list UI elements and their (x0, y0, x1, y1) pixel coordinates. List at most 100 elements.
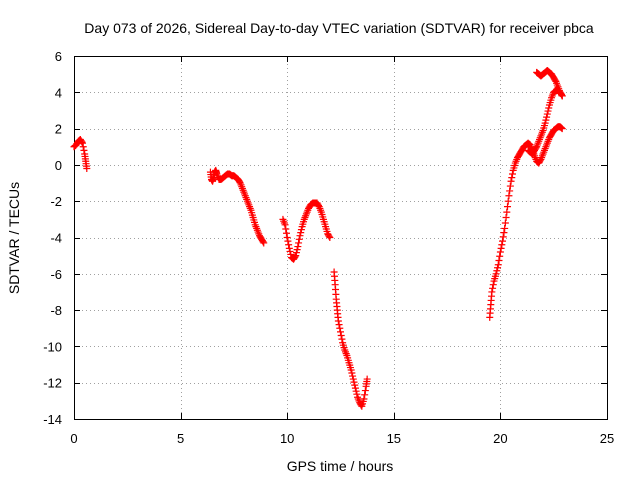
data-point (291, 253, 299, 261)
x-tick-label: 20 (493, 431, 507, 446)
data-point (508, 174, 516, 182)
series-segment-2 (206, 166, 268, 247)
y-tick-label: -4 (50, 231, 62, 246)
data-point (506, 187, 514, 195)
data-point (347, 366, 355, 374)
data-point (348, 369, 356, 377)
data-point (353, 390, 361, 398)
data-point (499, 237, 507, 245)
y-tick-label: 6 (55, 49, 62, 64)
data-point (295, 239, 303, 247)
data-point (341, 348, 349, 356)
data-point (294, 243, 302, 251)
data-point (280, 219, 288, 227)
data-point (551, 76, 559, 84)
data-point (284, 237, 292, 245)
x-tick-label: 0 (70, 431, 77, 446)
y-tick-label: -2 (50, 194, 62, 209)
y-tick-label: -14 (43, 412, 62, 427)
data-point (281, 221, 289, 229)
data-point (558, 124, 566, 132)
y-tick-labels: -14 -12 -10 -8 -6 -4 -2 0 2 4 6 (43, 49, 62, 427)
data-point (536, 157, 544, 165)
y-tick-label: 0 (55, 158, 62, 173)
data-point (292, 249, 300, 257)
x-tick-labels: 0 5 10 15 20 25 (70, 431, 614, 446)
data-point (83, 165, 91, 173)
data-point (282, 229, 290, 237)
data-point (349, 375, 357, 383)
data-point (292, 252, 300, 260)
data-point (357, 401, 365, 409)
y-tick-label: -8 (50, 303, 62, 318)
y-tick-label: -12 (43, 376, 62, 391)
data-point (500, 229, 508, 237)
y-tick-label: 2 (55, 122, 62, 137)
data-point (361, 387, 369, 395)
data-point (336, 324, 344, 332)
data-point (558, 92, 566, 100)
axis-ticks (74, 56, 608, 420)
data-point (314, 201, 322, 209)
x-tick-label: 25 (600, 431, 614, 446)
y-tick-label: -10 (43, 339, 62, 354)
data-point (349, 372, 357, 380)
x-axis-label: GPS time / hours (287, 458, 394, 474)
data-point (296, 232, 304, 240)
data-point (532, 144, 540, 152)
data-point (498, 241, 506, 249)
y-tick-label: 4 (55, 85, 62, 100)
data-point (542, 116, 550, 124)
data-point (351, 384, 359, 392)
series-segment-1 (70, 135, 91, 173)
data-point (295, 235, 303, 243)
data-point (337, 332, 345, 340)
data-point (492, 270, 500, 278)
data-point (506, 182, 514, 190)
data-point (508, 170, 516, 178)
data-point (287, 250, 295, 258)
data-point (497, 244, 505, 252)
data-point (489, 284, 497, 292)
data-point (79, 143, 87, 151)
data-point (496, 252, 504, 260)
data-point (350, 378, 358, 386)
data-point (285, 244, 293, 252)
data-point (503, 208, 511, 216)
data-point (297, 226, 305, 234)
data-point (545, 104, 553, 112)
data-point (502, 214, 510, 222)
data-point (541, 119, 549, 127)
data-point (286, 247, 294, 255)
series-segment-4 (330, 268, 371, 410)
data-point (501, 219, 509, 227)
data-point (504, 197, 512, 205)
data-point (494, 264, 502, 272)
series-segment-7 (533, 67, 566, 100)
data-point (338, 335, 346, 343)
data-point (337, 328, 344, 336)
data-point (495, 256, 503, 264)
data-point (297, 229, 305, 237)
data-point (363, 375, 371, 383)
data-point (499, 233, 507, 241)
data-point (334, 317, 342, 325)
data-point (361, 391, 369, 399)
data-point (494, 261, 502, 269)
data-point (501, 224, 509, 232)
data-point (504, 203, 512, 211)
series-segment-5 (486, 123, 566, 321)
data-point (236, 178, 244, 186)
data-point (558, 125, 566, 133)
x-tick-label: 5 (177, 431, 184, 446)
data-point (285, 241, 293, 249)
data-point (488, 288, 496, 296)
data-point (493, 267, 501, 275)
series-segment-3 (279, 199, 334, 263)
data-point (326, 234, 334, 241)
data-point (557, 123, 565, 131)
data-point (80, 146, 88, 154)
y-axis-label: SDTVAR / TECUs (6, 182, 22, 294)
chart-title: Day 073 of 2026, Sidereal Day-to-day VTE… (84, 20, 594, 36)
data-point (283, 234, 291, 241)
